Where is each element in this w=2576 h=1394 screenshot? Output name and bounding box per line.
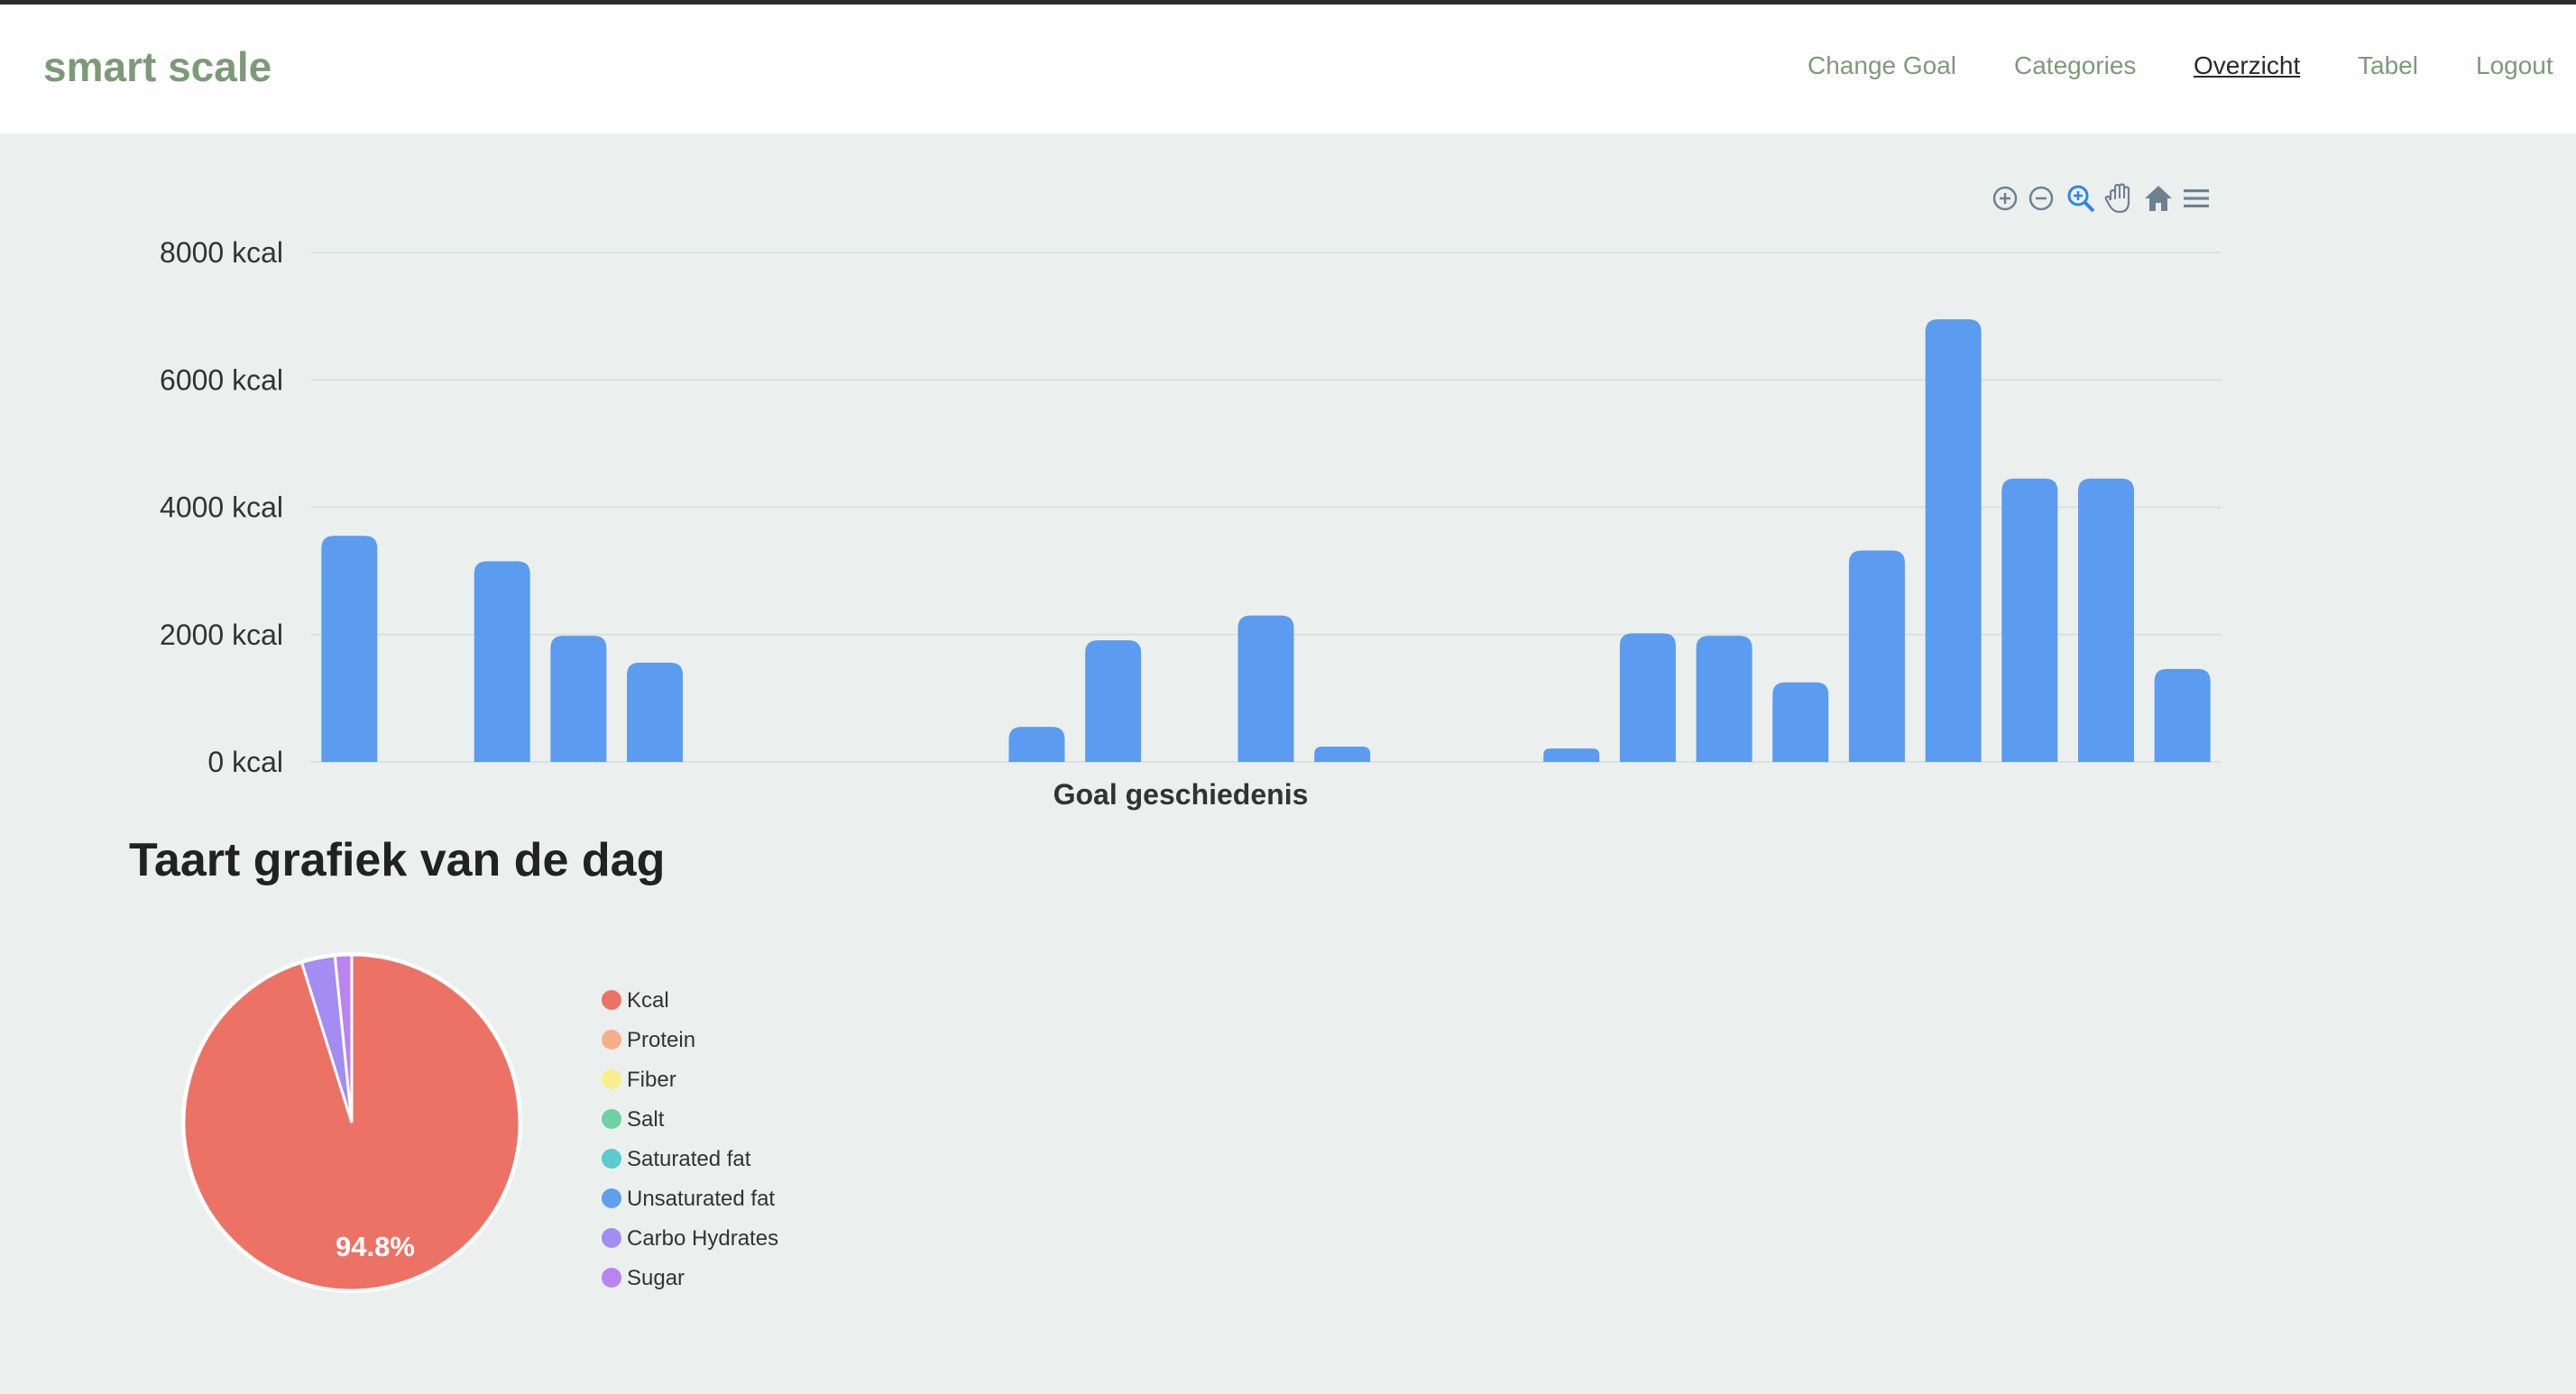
zoom-in-icon[interactable] [1989, 182, 2021, 215]
bar[interactable] [2077, 478, 2134, 762]
pan-hand-icon[interactable] [2102, 182, 2135, 215]
legend-marker [602, 1069, 621, 1089]
legend-label: Unsaturated fat [627, 1187, 776, 1211]
bar[interactable] [474, 561, 530, 762]
legend-label: Saturated fat [627, 1147, 751, 1171]
bar[interactable] [1772, 682, 1829, 762]
legend-label: Sugar [627, 1266, 685, 1290]
legend-label: Fiber [627, 1068, 676, 1092]
legend-label: Salt [627, 1107, 665, 1132]
legend-marker [602, 990, 621, 1010]
nav-links: Change Goal Categories Overzicht Tabel L… [0, 51, 2576, 96]
bar[interactable] [2001, 478, 2058, 762]
bar[interactable] [1085, 640, 1142, 762]
zoom-out-icon[interactable] [2025, 182, 2057, 215]
home-reset-icon[interactable] [2142, 182, 2175, 215]
pie-chart-svg: 94.8% [181, 952, 522, 1293]
pie-slices-layer [181, 952, 522, 1293]
zoom-selection-icon[interactable] [2065, 182, 2097, 215]
bar[interactable] [1237, 615, 1294, 762]
nav-tabel[interactable]: Tabel [2358, 51, 2418, 79]
nav-logout[interactable]: Logout [2476, 51, 2553, 79]
nav-overzicht[interactable]: Overzicht [2194, 51, 2301, 79]
bar[interactable] [627, 662, 684, 762]
bar[interactable] [1543, 748, 1600, 762]
pie-slice[interactable] [182, 953, 521, 1292]
pie-slice[interactable] [333, 953, 354, 1123]
legend-label: Protein [627, 1028, 696, 1052]
bar[interactable] [1314, 747, 1371, 762]
bar[interactable] [1008, 727, 1065, 762]
menu-icon[interactable] [2180, 182, 2213, 215]
nav-change-goal[interactable]: Change Goal [1808, 51, 1957, 79]
bar[interactable] [1619, 633, 1676, 762]
bar-chart-svg: 0 kcal 2000 kcal 4000 kcal 6000 kcal 8000 kc… [160, 236, 2221, 811]
y-tick-label: 0 kcal [207, 746, 283, 778]
pie-chart-title: Taart grafiek van de dag [129, 834, 666, 886]
brand-logo[interactable]: smart scale [43, 43, 272, 90]
y-axis-ticks: 0 kcal 2000 kcal 4000 kcal 6000 kcal 8000 kc… [160, 236, 283, 778]
y-tick-label: 4000 kcal [160, 491, 283, 524]
legend-marker [602, 1030, 621, 1050]
y-tick-label: 2000 kcal [160, 619, 283, 651]
legend-label: Kcal [627, 988, 669, 1013]
bar[interactable] [1848, 550, 1905, 762]
legend-marker [602, 1228, 621, 1248]
navbar: smart scale Change Goal Categories Overz… [0, 5, 2576, 133]
bar[interactable] [321, 536, 378, 762]
legend-marker [602, 1268, 621, 1288]
y-tick-label: 6000 kcal [160, 363, 283, 396]
legend-marker [602, 1188, 621, 1208]
bar[interactable] [1696, 636, 1753, 762]
nav-categories[interactable]: Categories [2014, 51, 2137, 79]
bar[interactable] [2154, 668, 2211, 762]
legend-marker [602, 1109, 621, 1129]
legend-label: Carbo Hydrates [627, 1226, 779, 1251]
x-axis-title: Goal geschiedenis [1053, 778, 1309, 811]
legend-marker [602, 1149, 621, 1169]
goal-history-chart: 0 kcal 2000 kcal 4000 kcal 6000 kcal 8000 kc… [0, 133, 2576, 828]
y-tick-label: 8000 kcal [160, 236, 283, 269]
window-top-line [0, 0, 2576, 5]
bar[interactable] [1925, 319, 1982, 762]
pie-data-label: 94.8% [336, 1231, 415, 1262]
bar[interactable] [550, 636, 607, 762]
bars-layer [321, 319, 2211, 762]
